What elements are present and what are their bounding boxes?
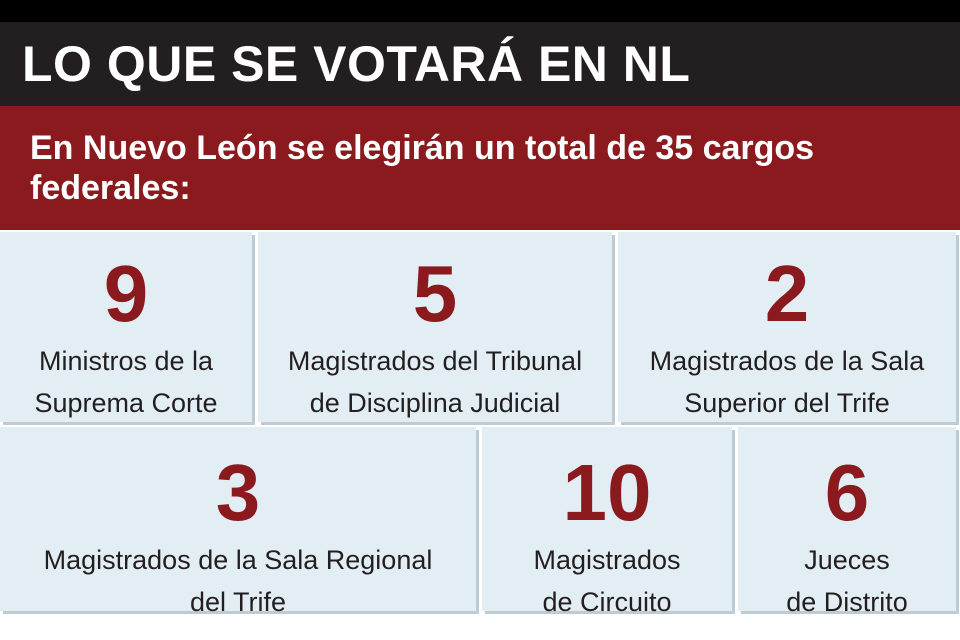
position-label-line: de Circuito bbox=[542, 587, 672, 617]
tile-magistrados-circuito: 10 Magistrados de Circuito bbox=[482, 427, 732, 617]
position-label-line: Magistrados de la Sala bbox=[649, 346, 925, 376]
position-label: Magistrados de la Sala Superior del Trif… bbox=[618, 340, 956, 424]
tile-jueces-distrito: 6 Jueces de Distrito bbox=[738, 427, 956, 617]
position-label-line: Suprema Corte bbox=[34, 388, 218, 418]
position-label-line: Magistrados de la Sala Regional bbox=[43, 545, 433, 575]
position-label: Jueces de Distrito bbox=[738, 539, 956, 623]
count-value: 5 bbox=[412, 249, 458, 338]
tile-magistrados-sala-superior: 2 Magistrados de la Sala Superior del Tr… bbox=[618, 232, 956, 422]
position-label-line: de Distrito bbox=[786, 587, 908, 617]
position-label: Magistrados de Circuito bbox=[482, 539, 732, 623]
count-value: 2 bbox=[764, 249, 810, 338]
position-label-line: Jueces bbox=[804, 545, 890, 575]
subtitle: En Nuevo León se elegirán un total de 35… bbox=[0, 106, 960, 230]
position-label-line: Magistrados bbox=[533, 545, 681, 575]
tile-magistrados-tribunal-disciplina: 5 Magistrados del Tribunal de Disciplina… bbox=[258, 232, 612, 422]
count-value: 3 bbox=[215, 448, 261, 537]
position-label: Magistrados del Tribunal de Disciplina J… bbox=[258, 340, 612, 424]
tile-ministros-suprema-corte: 9 Ministros de la Suprema Corte bbox=[0, 232, 252, 422]
position-label-line: Superior del Trife bbox=[684, 388, 890, 418]
position-label: Magistrados de la Sala Regional del Trif… bbox=[0, 539, 476, 623]
tile-magistrados-sala-regional: 3 Magistrados de la Sala Regional del Tr… bbox=[0, 427, 476, 617]
position-label-line: Ministros de la bbox=[38, 346, 214, 376]
page-title: LO QUE SE VOTARÁ EN NL bbox=[0, 22, 960, 106]
position-label: Ministros de la Suprema Corte bbox=[0, 340, 252, 424]
position-label-line: Magistrados del Tribunal bbox=[287, 346, 583, 376]
top-black-bar bbox=[0, 0, 960, 22]
position-label-line: del Trife bbox=[189, 587, 287, 617]
count-value: 10 bbox=[562, 448, 652, 537]
count-value: 9 bbox=[103, 249, 149, 338]
position-label-line: de Disciplina Judicial bbox=[309, 388, 561, 418]
count-value: 6 bbox=[824, 448, 870, 537]
